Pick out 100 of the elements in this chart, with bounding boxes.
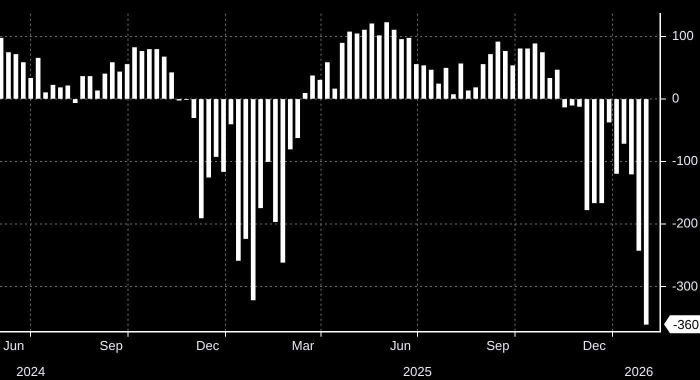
bar [318, 80, 322, 99]
x2-tick-label: 2024 [16, 364, 46, 379]
bar [444, 68, 448, 99]
text: -360 [673, 316, 700, 332]
bar [132, 47, 137, 99]
bar [332, 88, 338, 99]
bar [592, 99, 597, 204]
bar [198, 99, 204, 218]
bar [406, 38, 412, 99]
bar [473, 87, 478, 99]
bar [629, 99, 634, 174]
y-tick-label: -100 [672, 153, 698, 168]
bar [340, 42, 345, 99]
bar [192, 99, 196, 118]
bar [399, 39, 404, 99]
bar [525, 48, 530, 99]
bar [577, 99, 582, 107]
x2-tick-label: 2026 [624, 364, 654, 379]
x2-tick-label: 2025 [402, 364, 432, 379]
x-tick-label: Dec [582, 338, 606, 354]
y-tick-label: 100 [672, 28, 694, 43]
bar [636, 99, 642, 251]
bar [622, 99, 626, 144]
bar [36, 58, 40, 99]
bar [228, 99, 234, 124]
bar [540, 52, 545, 99]
bar [310, 75, 315, 99]
bar [584, 99, 590, 210]
bar [370, 23, 374, 99]
bar [614, 99, 619, 174]
bar [266, 99, 270, 162]
bar [414, 64, 419, 99]
bar [503, 51, 508, 99]
bar [376, 35, 382, 99]
bar [562, 99, 567, 108]
bar [644, 99, 649, 325]
bar [214, 99, 218, 157]
bar [243, 99, 248, 239]
bar [58, 87, 63, 99]
bar [599, 99, 604, 204]
bar [510, 65, 516, 99]
bar [43, 92, 48, 99]
bar [50, 84, 56, 99]
bar [496, 42, 500, 99]
x-tick-label: Jun [3, 338, 24, 354]
bar [347, 32, 352, 99]
bar [547, 78, 552, 99]
bar [140, 51, 144, 99]
bar [606, 99, 612, 122]
bar [451, 94, 456, 99]
bar [80, 76, 85, 99]
x-tick-label: Mar [292, 338, 315, 354]
x-tick-label: Sep [100, 338, 123, 354]
bar [14, 54, 18, 99]
bar [0, 38, 4, 99]
bar [65, 85, 70, 99]
bar [554, 70, 560, 99]
bar [325, 62, 330, 99]
bar [102, 74, 108, 99]
bar [154, 49, 160, 99]
bar [570, 99, 574, 106]
bar [295, 99, 300, 138]
bar [302, 92, 308, 99]
bar [258, 99, 263, 208]
bar [518, 48, 522, 99]
x-tick-label: Jun [390, 338, 411, 354]
bar [236, 99, 241, 261]
bar [20, 62, 26, 99]
bar [206, 99, 212, 178]
bar [532, 44, 538, 99]
bar [95, 90, 100, 99]
bar [162, 56, 167, 99]
bar [392, 30, 396, 99]
bar [288, 99, 293, 150]
x-tick-label: Dec [196, 338, 220, 354]
bar [221, 99, 226, 172]
bar [124, 64, 130, 99]
bar [72, 99, 78, 104]
bar [362, 30, 367, 99]
bar [480, 64, 486, 99]
bar [6, 52, 11, 99]
bar [466, 90, 471, 99]
bar [147, 49, 152, 99]
bar [458, 64, 464, 99]
bar [169, 72, 174, 99]
bar [250, 99, 256, 300]
bar [384, 22, 390, 99]
bar [88, 76, 92, 99]
bar [273, 99, 278, 222]
y-tick-label: -200 [672, 216, 698, 231]
bar [436, 84, 441, 99]
bar [110, 62, 115, 99]
y-tick-label: -300 [672, 278, 698, 294]
bar [117, 72, 122, 99]
bar [28, 78, 34, 99]
bar [280, 99, 286, 263]
bar [488, 54, 493, 99]
bar [421, 65, 426, 99]
x-tick-label: Sep [486, 338, 510, 354]
y-tick-label: 0 [672, 90, 680, 106]
